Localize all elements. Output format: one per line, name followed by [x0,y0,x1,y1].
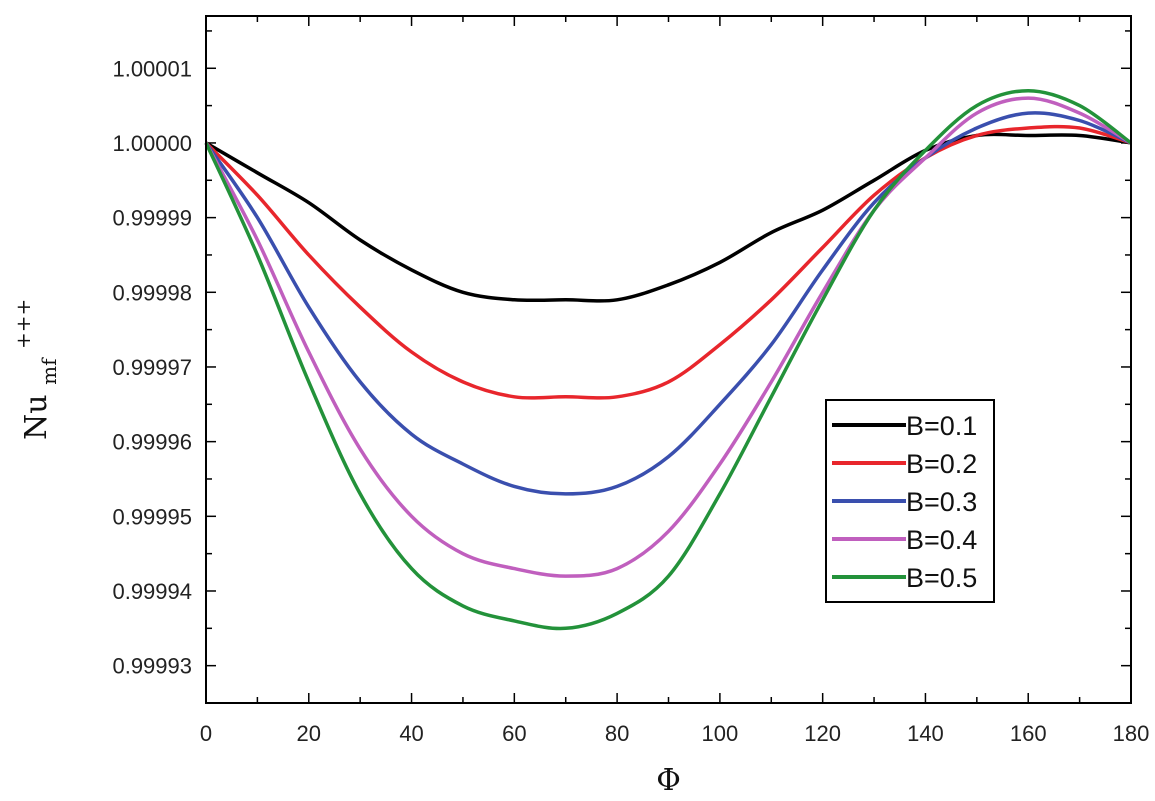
legend-label: B=0.3 [906,487,977,517]
y-tick-label: 0.99993 [112,654,192,679]
legend-label: B=0.5 [906,563,977,593]
legend-label: B=0.1 [906,411,977,441]
y-axis-title-superscript: +++ [11,299,35,349]
x-tick-label: 100 [702,721,739,746]
y-tick-label: 0.99994 [112,579,192,604]
tick-labels: 0 20 40 60 80 100 120 140 160 180 0.99993 0.99994 0.… [112,56,1149,746]
legend-label: B=0.4 [906,525,977,555]
plot-frame [205,15,1132,704]
y-axis-title-subscript: mf [37,357,61,385]
y-axis-title: Nu mf +++ [11,299,64,440]
x-tick-label: 60 [502,721,526,746]
x-tick-label: 180 [1113,721,1150,746]
y-tick-label: 0.99997 [112,355,192,380]
x-axis-title: Φ [656,763,681,798]
series-line [204,96,1132,578]
x-tick-label: 120 [804,721,841,746]
y-tick-label: 0.99998 [112,280,192,305]
y-tick-label: 0.99999 [112,206,192,231]
x-tick-label: 20 [297,721,321,746]
legend: B=0.1 B=0.2 B=0.3 B=0.4 B=0.5 [825,399,995,603]
series-line [204,88,1133,631]
y-tick-label: 0.99996 [112,430,192,455]
y-tick-label: 1.00000 [112,131,192,156]
x-tick-label: 0 [200,721,212,746]
x-tick-label: 140 [907,721,944,746]
x-tick-label: 40 [399,721,423,746]
series-line [204,124,1132,400]
y-tick-label: 0.99995 [112,504,192,529]
legend-label: B=0.2 [906,449,977,479]
series-lines [204,88,1133,631]
x-tick-label: 80 [605,721,629,746]
series-line [204,111,1132,496]
y-tick-label: 1.00001 [112,56,192,81]
series-line [205,132,1132,303]
x-tick-label: 160 [1010,721,1047,746]
y-axis-title-base: Nu [19,394,54,440]
